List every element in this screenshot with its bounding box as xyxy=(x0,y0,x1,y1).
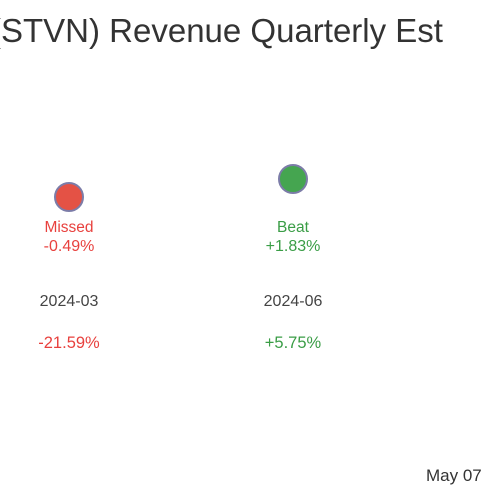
data-point-marker xyxy=(54,182,84,212)
x-tick-label: 2024-03 xyxy=(40,293,99,310)
growth-label: +5.75% xyxy=(265,334,322,352)
status-label: Missed xyxy=(44,219,93,236)
footer-date: May 07 xyxy=(426,466,482,485)
growth-label: -21.59% xyxy=(38,334,100,352)
surprise-label: +1.83% xyxy=(266,238,321,255)
chart-title: (STVN) Revenue Quarterly Est xyxy=(0,12,443,49)
status-label: Beat xyxy=(277,219,310,236)
data-point-marker xyxy=(278,164,308,194)
surprise-label: -0.49% xyxy=(44,238,95,255)
x-tick-label: 2024-06 xyxy=(264,293,323,310)
